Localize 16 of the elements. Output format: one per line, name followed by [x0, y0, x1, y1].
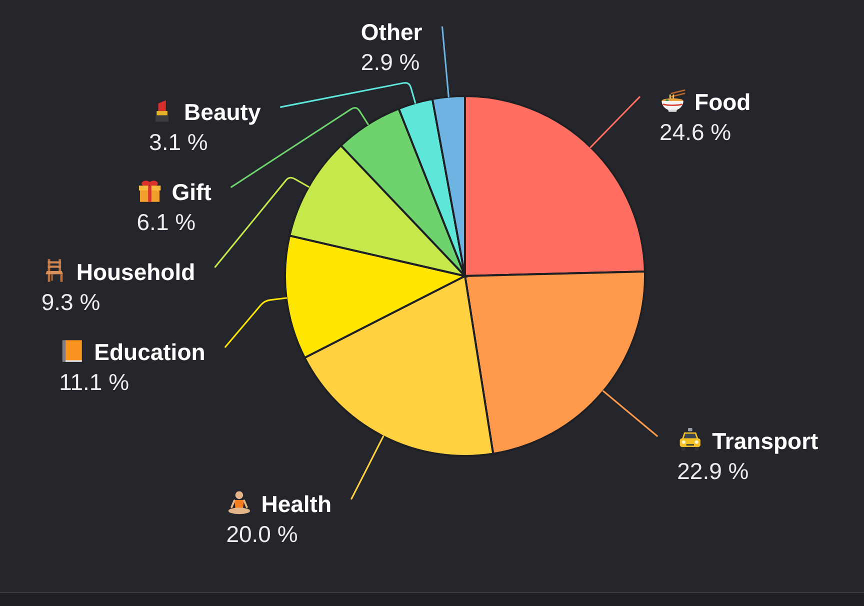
slice-label: Gift	[172, 179, 212, 206]
slice-label: Health	[261, 490, 332, 517]
data-label: 3.1 %	[149, 129, 208, 156]
data-label: 22.9 %	[677, 458, 749, 484]
data-label: 9.3 %	[41, 289, 100, 316]
slice-label: Beauty	[184, 99, 261, 126]
data-label: 24.6 %	[660, 119, 732, 146]
data-label: 6.1 %	[136, 209, 196, 236]
data-label: 2.9 %	[360, 49, 420, 76]
slice-label: Household	[76, 259, 196, 286]
slice-label: Food	[694, 89, 751, 116]
slice-label: Education	[94, 339, 206, 366]
data-label: 20.0 %	[226, 520, 298, 547]
slice-label: Transport	[712, 428, 819, 454]
data-label: 11.1 %	[59, 369, 130, 396]
slice-label: Other	[360, 19, 422, 46]
